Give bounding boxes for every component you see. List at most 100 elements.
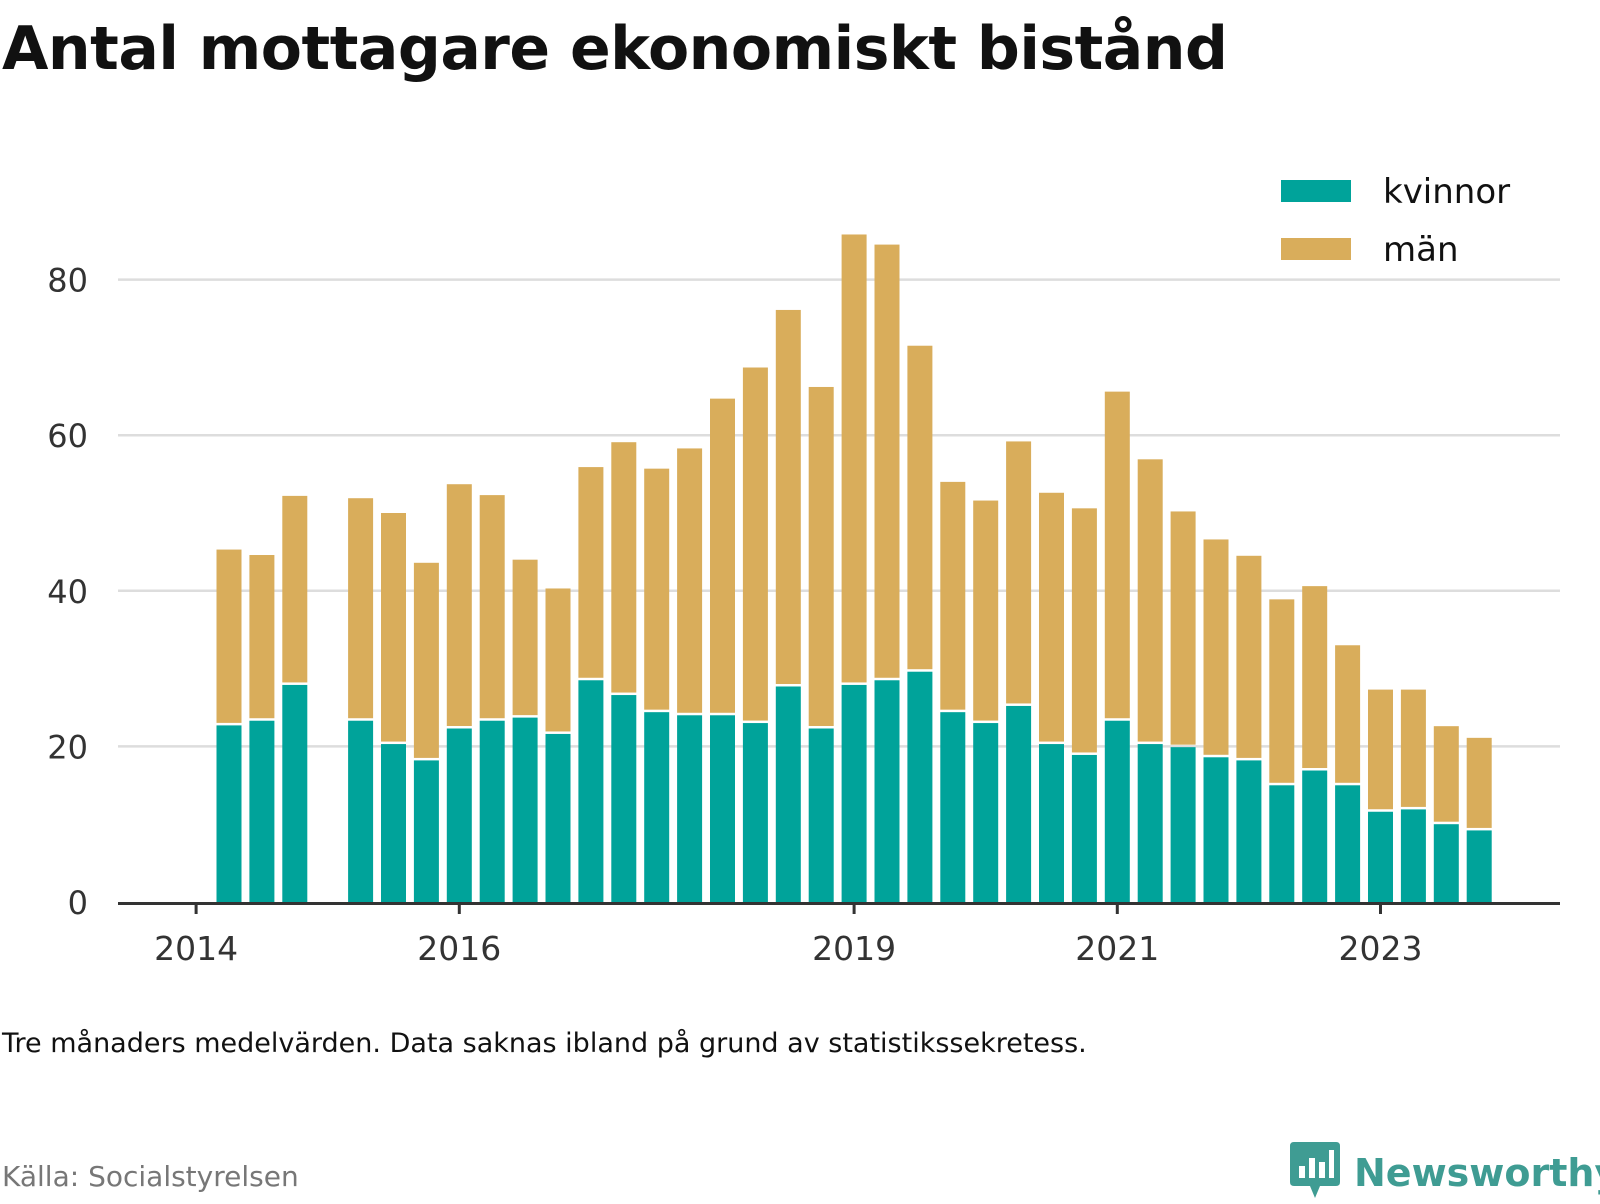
bar-man [545, 588, 571, 732]
bar-kvinnor [1006, 705, 1032, 902]
bar-kvinnor [1269, 785, 1295, 902]
bar-man [841, 234, 867, 683]
x-axis-ticks: 2014 2016 2019 2021 2023 [154, 903, 1422, 968]
bar-kvinnor [381, 744, 406, 902]
bar-kvinnor [940, 712, 966, 902]
bar-man [578, 467, 604, 678]
chart-title: Antal mottagare ekonomiskt bistånd [2, 14, 1228, 84]
x-tick-label: 2014 [154, 929, 238, 968]
brand-name: Newsworthy [1354, 1151, 1600, 1195]
bar-man [1269, 599, 1295, 783]
y-tick-label: 80 [47, 262, 88, 300]
bar-man [1335, 645, 1361, 783]
bar-kvinnor [1400, 809, 1426, 902]
legend-swatch-kvinnor [1281, 180, 1351, 202]
bar-man [940, 481, 966, 710]
bar-kvinnor [1466, 830, 1492, 902]
bar-kvinnor [742, 723, 768, 902]
bar-man [1039, 492, 1064, 742]
bar-kvinnor [249, 720, 275, 902]
bar-kvinnor [1236, 760, 1262, 902]
bar-kvinnor [874, 680, 900, 902]
bar-man [413, 562, 439, 758]
bar-man [249, 555, 275, 719]
bars [216, 234, 1492, 902]
bar-kvinnor [578, 680, 604, 902]
bar-kvinnor [677, 715, 703, 902]
x-tick-label: 2021 [1075, 929, 1159, 968]
bar-man [907, 345, 933, 670]
bar-kvinnor [1071, 754, 1097, 902]
bar-kvinnor [479, 720, 505, 902]
x-tick-label: 2016 [417, 929, 501, 968]
bar-man [677, 448, 703, 713]
bar-man [216, 549, 242, 723]
bar-man [1006, 441, 1032, 704]
bar-man [512, 559, 538, 716]
bar-kvinnor [710, 715, 735, 902]
bar-kvinnor [611, 695, 637, 902]
bar-kvinnor [1039, 744, 1064, 902]
bar-man [381, 513, 406, 742]
bar-kvinnor [907, 671, 933, 902]
legend-label-kvinnor: kvinnor [1383, 172, 1510, 212]
bar-man [742, 367, 768, 721]
bar-kvinnor [282, 684, 308, 902]
bar-man [1137, 459, 1163, 742]
bar-kvinnor [1104, 720, 1130, 902]
y-axis-ticks: 0 20 40 60 80 [47, 262, 88, 922]
y-tick-label: 40 [47, 573, 88, 611]
bar-man [1071, 508, 1097, 753]
bar-man [1400, 689, 1426, 807]
y-tick-label: 20 [47, 728, 88, 766]
bar-kvinnor [512, 717, 538, 902]
bar-man [1170, 511, 1196, 745]
legend: kvinnor män [1281, 172, 1510, 270]
bar-kvinnor [775, 686, 801, 902]
bar-kvinnor [446, 728, 472, 902]
legend-swatch-man [1281, 238, 1351, 260]
bar-kvinnor [1170, 747, 1196, 902]
bar-man [446, 484, 472, 727]
bar-man [1368, 689, 1393, 810]
stacked-bar-chart: 0 20 40 60 80 2014 2016 2019 2021 2023 kvinnor m… [47, 172, 1560, 968]
bar-man [611, 442, 637, 693]
bar-man [1466, 737, 1492, 828]
y-tick-label: 0 [68, 884, 88, 922]
bar-kvinnor [348, 720, 374, 902]
bar-kvinnor [1137, 744, 1163, 902]
bar-kvinnor [841, 684, 867, 902]
newsworthy-brand: Newsworthy [1290, 1142, 1600, 1204]
bar-man [1104, 391, 1130, 719]
source-credit: Källa: Socialstyrelsen [2, 1160, 299, 1193]
bar-kvinnor [973, 723, 999, 902]
bar-man [1236, 555, 1262, 758]
bar-kvinnor [413, 760, 439, 902]
x-tick-label: 2023 [1339, 929, 1423, 968]
newsworthy-logo-icon [1290, 1142, 1340, 1204]
bar-man [348, 498, 374, 719]
bar-kvinnor [1335, 785, 1361, 902]
bar-man [282, 495, 308, 683]
bar-kvinnor [1368, 811, 1393, 902]
bar-man [973, 500, 999, 721]
bar-man [874, 244, 900, 678]
x-tick-label: 2019 [812, 929, 896, 968]
y-tick-label: 60 [47, 417, 88, 455]
bar-man [479, 495, 505, 719]
chart-note: Tre månaders medelvärden. Data saknas ib… [2, 1028, 1087, 1059]
bar-man [1302, 586, 1328, 769]
legend-label-man: män [1383, 230, 1459, 270]
bar-man [644, 468, 670, 710]
bar-kvinnor [1433, 824, 1459, 902]
bar-man [1203, 539, 1229, 755]
bar-kvinnor [808, 728, 834, 902]
bar-kvinnor [545, 733, 571, 902]
bar-man [775, 309, 801, 684]
bar-kvinnor [1203, 757, 1229, 902]
bar-kvinnor [644, 712, 670, 902]
bar-kvinnor [1302, 770, 1328, 902]
bar-kvinnor [216, 725, 242, 902]
bar-man [808, 386, 834, 727]
bar-man [710, 398, 735, 713]
